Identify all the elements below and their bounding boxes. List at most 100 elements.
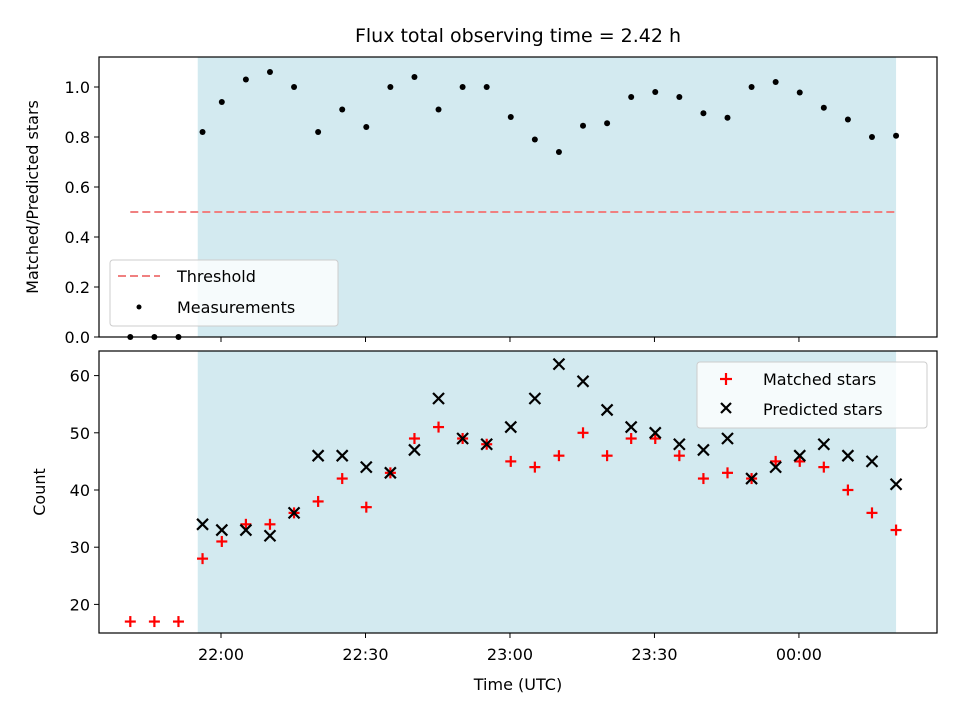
ratio-panel-legend-box (109, 259, 339, 327)
ratio-panel-y-label: Matched/Predicted stars (23, 100, 42, 294)
matched-stars-point (172, 616, 184, 628)
measurement-point (893, 132, 900, 139)
legend-threshold-label: Threshold (176, 267, 256, 286)
measurement-point (748, 84, 755, 90)
x-tick-label: 22:30 (342, 645, 388, 664)
predicted-stars-point (552, 357, 566, 371)
measurement-point (266, 69, 273, 75)
legend-predicted-label: Predicted stars (763, 400, 883, 419)
matched-stars-point (601, 450, 613, 462)
ratio-panel-y-ticks: 0.0 0.2 0.4 0.6 0.8 1.0 (65, 78, 99, 347)
predicted-stars-point (335, 449, 349, 462)
x-tick-label: 23:30 (631, 645, 677, 664)
legend-measurements-label: Measurements (177, 298, 295, 317)
measurement-point (820, 104, 827, 111)
measurement-point (628, 94, 635, 100)
matched-stars-point (336, 473, 348, 485)
measurement-point (218, 99, 225, 105)
matched-stars-point (697, 473, 709, 485)
ratio-panel: 0.0 0.2 0.4 0.6 0.8 1.0 Matched/Predicted sta… (23, 56, 938, 347)
matched-stars-point (625, 433, 637, 445)
count-panel: 20 30 40 50 60 22:00 22:30 23:00 23:30 00:00 Cou… (30, 350, 938, 694)
predicted-stars-points (196, 357, 903, 543)
predicted-stars-point (865, 455, 879, 468)
measurement-point (339, 106, 346, 113)
measurement-point (676, 94, 683, 100)
count-panel-y-ticks: 20 30 40 50 60 (70, 367, 99, 614)
measurement-point (580, 122, 587, 129)
count-panel-frame (98, 350, 938, 634)
measurement-point (435, 106, 442, 113)
matched-stars-point (505, 455, 517, 467)
matched-stars-point (529, 461, 541, 473)
ratio-panel-x-ticks (220, 337, 800, 342)
x-tick-label: 23:00 (487, 645, 533, 664)
matched-stars-point (264, 518, 276, 530)
measurement-point (291, 84, 298, 90)
predicted-stars-point (793, 449, 807, 462)
matched-stars-point (197, 553, 209, 565)
measurement-points (127, 69, 900, 340)
measurement-point (411, 74, 418, 80)
measurement-point (844, 116, 851, 123)
measurement-point (724, 114, 731, 121)
measurement-point (772, 79, 779, 85)
predicted-stars-point (673, 437, 686, 451)
predicted-stars-point (648, 426, 662, 440)
matched-stars-point (673, 450, 685, 462)
count-panel-legend: Matched stars Predicted stars (696, 361, 928, 429)
matched-stars-point (553, 450, 565, 462)
measurement-point (604, 120, 611, 127)
predicted-stars-point (360, 460, 373, 474)
measurement-point (242, 76, 249, 83)
predicted-stars-point (456, 432, 469, 445)
measurement-point (507, 114, 514, 120)
predicted-stars-point (263, 529, 277, 543)
matched-stars-point (577, 427, 589, 439)
measurement-point (700, 110, 707, 117)
matched-stars-point (722, 467, 733, 479)
predicted-stars-point (196, 518, 209, 531)
y-tick-label: 60 (70, 367, 90, 386)
predicted-stars-point (287, 506, 301, 520)
matched-stars-point (770, 455, 782, 467)
predicted-stars-point (432, 392, 445, 405)
measurement-point (652, 89, 659, 95)
legend-matched-swatch (720, 373, 732, 385)
predicted-stars-point (769, 460, 782, 474)
measurement-point (796, 89, 803, 96)
legend-predicted-swatch (720, 402, 732, 414)
matched-stars-point (408, 433, 420, 445)
predicted-stars-point (504, 420, 518, 434)
y-tick-label: 30 (70, 538, 90, 557)
matched-stars-point (240, 518, 252, 530)
predicted-stars-point (215, 523, 229, 537)
matched-stars-point (433, 421, 445, 433)
x-axis-label: Time (UTC) (473, 675, 562, 694)
count-panel-y-label: Count (30, 468, 49, 516)
x-tick-label: 00:00 (776, 645, 822, 664)
measurement-point (459, 84, 466, 90)
matched-stars-point (649, 433, 661, 445)
matched-stars-point (794, 455, 806, 467)
measurement-point (387, 84, 394, 90)
y-tick-label: 0.0 (65, 328, 90, 347)
matched-stars-points (124, 421, 902, 628)
predicted-stars-point (745, 472, 758, 485)
measurement-point (483, 84, 490, 90)
matched-stars-point (312, 495, 324, 507)
matched-stars-point (842, 484, 854, 496)
matched-stars-point (818, 461, 830, 473)
measurement-point (199, 129, 206, 135)
predicted-stars-point (721, 432, 734, 445)
predicted-stars-point (817, 437, 831, 451)
predicted-stars-point (239, 523, 253, 537)
predicted-stars-point (697, 443, 710, 457)
y-tick-label: 0.4 (65, 228, 90, 247)
ratio-panel-frame (98, 56, 938, 338)
predicted-stars-point (384, 466, 397, 480)
predicted-stars-point (624, 420, 638, 434)
measurement-point (868, 134, 875, 140)
predicted-stars-point (600, 403, 614, 417)
chart-title: Flux total observing time = 2.42 h (355, 25, 681, 47)
